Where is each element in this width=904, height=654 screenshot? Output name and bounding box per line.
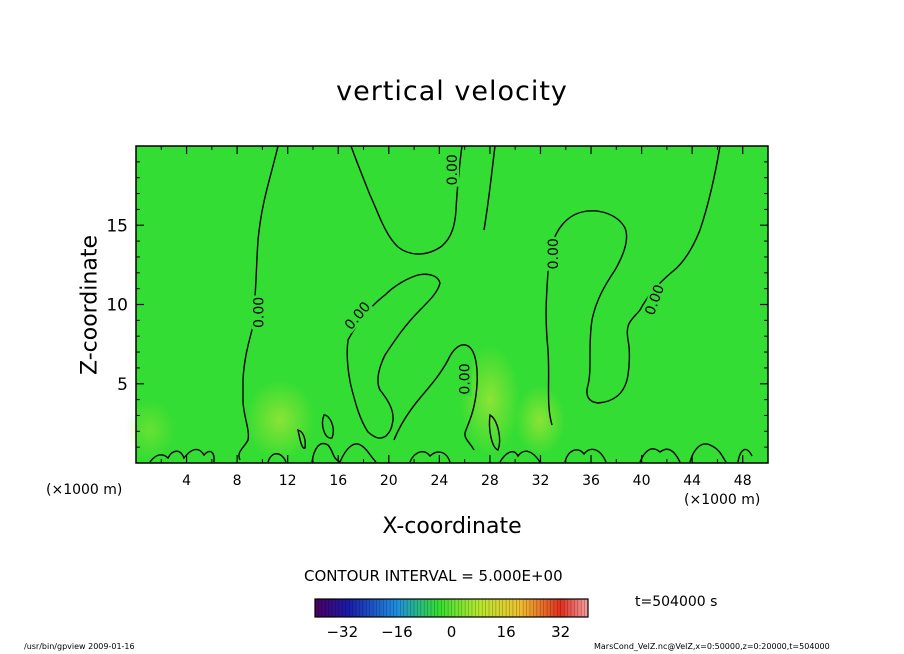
colorbar-ticks: −32 −16 0 16 32 [326,623,570,641]
zero-contour [409,451,451,463]
contour-label-text: 0.00 [252,297,268,328]
contour-interval-text: CONTOUR INTERVAL = 5.000E+00 [304,567,563,585]
x-tick-label: 24 [430,473,448,489]
zero-contour [737,448,753,463]
zero-contour [547,145,721,404]
footer-source: MarsCond_VelZ.nc@VelZ,x=0:50000,z=0:2000… [594,642,830,651]
colorbar-stripes [318,599,585,617]
zero-contour [639,448,681,463]
footer-program: /usr/bin/gpview 2009-01-16 [24,642,135,651]
colorbar-gradient [315,599,588,617]
velocity-anomaly [125,400,175,460]
chart-title: vertical velocity [336,76,568,107]
zero-contour [393,344,478,451]
zero-contour [346,273,441,439]
contour-label: 0.00 [457,361,474,396]
colorbar-tick-label: 32 [551,623,570,641]
x-unit-right: (×1000 m) [684,492,761,508]
colorbar-tick-label: 0 [447,623,457,641]
plot-area: 0.000.00 0.000.000.000.00 4 8 12 16 20 24 28 32 3… [106,145,769,489]
y-tick-label: 15 [106,216,128,236]
x-tick-label: 20 [380,473,398,489]
colorbar-tick-label: 16 [497,623,516,641]
x-tick-label: 12 [279,473,297,489]
zero-contours [149,145,753,463]
x-axis-label: X-coordinate [382,514,522,539]
zero-contour [564,448,607,463]
zero-contour [499,450,541,463]
zero-contour [339,443,377,463]
velocity-anomaly [515,385,565,455]
zero-contour [149,448,215,463]
colorbar-tick-label: −32 [326,623,358,641]
contour-label-text: 0.00 [445,154,461,185]
zero-contour [483,145,496,231]
time-label: t=504000 s [635,594,718,610]
x-tick-label: 32 [532,473,550,489]
velocity-anomaly [460,345,520,455]
contour-label: 0.00 [546,236,562,271]
x-tick-label: 8 [233,473,242,489]
x-tick-label: 28 [481,473,499,489]
velocity-anomaly [245,380,315,460]
contour-label-text: 0.00 [546,238,562,269]
zero-contour [689,443,727,463]
contour-label: 0.00 [445,152,461,187]
contour-label: 0.00 [251,295,268,330]
x-tick-label: 40 [633,473,651,489]
contour-label-text: 0.00 [458,363,474,394]
zero-contour [238,145,279,461]
x-tick-label: 16 [329,473,347,489]
colorbar: −32 −16 0 16 32 [314,598,589,641]
x-tick-label: 4 [182,473,191,489]
zero-contour [311,442,341,463]
x-tick-label: 48 [734,473,752,489]
y-tick-label: 5 [117,375,128,395]
zero-contour [350,145,463,255]
colorbar-tick-label: −16 [381,623,413,641]
colorbar-frame [314,598,589,618]
zero-contour [488,413,501,451]
x-unit-left: (×1000 m) [46,482,123,498]
zero-contour [267,453,287,463]
x-tick-label: 36 [582,473,600,489]
x-tick-label: 44 [683,473,701,489]
zero-contour [545,271,553,426]
zero-contour [297,428,306,449]
velocity-field-background [136,146,768,463]
zero-contour [321,414,334,439]
y-tick-label: 10 [106,296,128,316]
